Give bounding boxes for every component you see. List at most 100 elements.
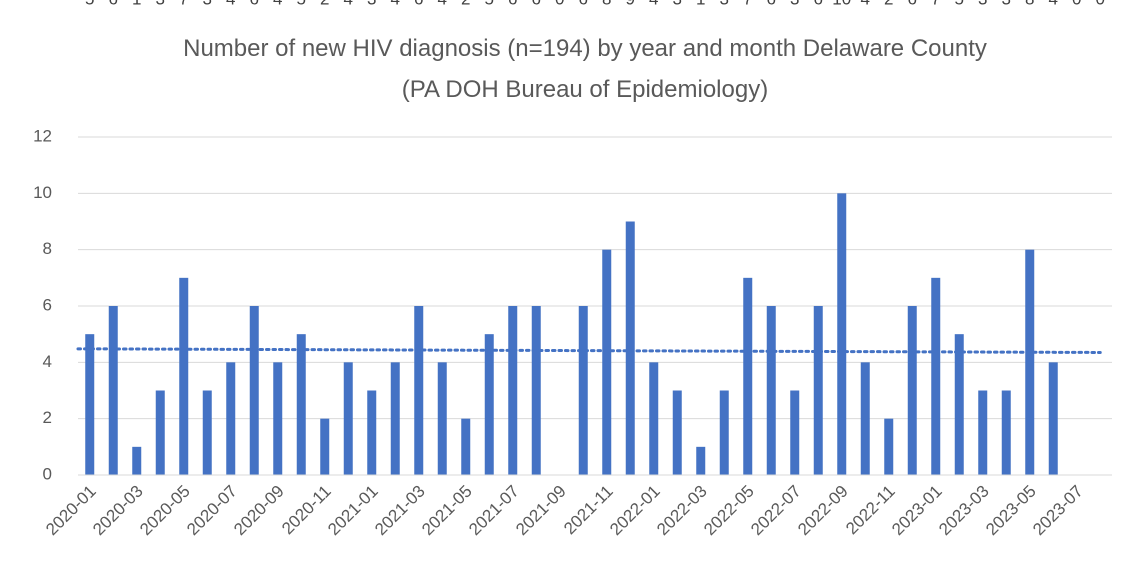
bar — [85, 334, 95, 475]
bar — [837, 193, 847, 476]
bar — [696, 446, 706, 475]
data-label: 6 — [532, 0, 541, 8]
x-tick-label: 2023-01 — [888, 482, 946, 540]
data-label: 3 — [978, 0, 987, 8]
data-label: 2 — [884, 0, 893, 8]
data-label: 6 — [908, 0, 917, 8]
bar — [860, 362, 870, 475]
bar — [813, 306, 823, 475]
y-tick-label: 8 — [43, 239, 52, 258]
data-label: 6 — [579, 0, 588, 8]
bar — [790, 390, 800, 475]
bar — [672, 390, 682, 475]
bar — [202, 390, 212, 475]
data-label: 3 — [1002, 0, 1011, 8]
bar — [320, 418, 330, 475]
chart-title: Number of new HIV diagnosis (n=194) by y… — [183, 35, 987, 103]
data-label: 2 — [320, 0, 329, 8]
data-label: 6 — [109, 0, 118, 8]
data-label: 1 — [696, 0, 705, 8]
bar — [226, 362, 236, 475]
data-label: 2 — [461, 0, 470, 8]
data-label: 4 — [649, 0, 658, 8]
x-tick-label: 2021-09 — [512, 482, 570, 540]
bar — [625, 221, 635, 475]
data-label: 5 — [85, 0, 94, 8]
bar — [531, 306, 541, 475]
bar — [343, 362, 353, 475]
x-tick-label: 2020-07 — [183, 482, 241, 540]
bar — [367, 390, 377, 475]
x-tick-label: 2021-03 — [371, 482, 429, 540]
data-label: 0 — [555, 0, 564, 8]
data-label: 4 — [344, 0, 353, 8]
x-tick-label: 2020-01 — [42, 482, 100, 540]
bar — [155, 390, 165, 475]
bar — [414, 306, 424, 475]
bar — [1048, 362, 1058, 475]
y-tick-label: 4 — [43, 352, 52, 371]
trendline — [76, 347, 1102, 354]
x-tick-label: 2021-05 — [418, 482, 476, 540]
bar — [602, 249, 612, 475]
bar — [108, 306, 118, 475]
x-tick-label: 2020-05 — [136, 482, 194, 540]
data-label: 5 — [297, 0, 306, 8]
x-tick-label: 2022-09 — [794, 482, 852, 540]
bar — [249, 306, 259, 475]
x-tick-label: 2023-05 — [982, 482, 1040, 540]
data-label: 5 — [485, 0, 494, 8]
bar — [578, 306, 588, 475]
bar — [132, 446, 142, 475]
x-tick-label: 2020-03 — [89, 482, 147, 540]
data-label: 8 — [602, 0, 611, 8]
data-label: 4 — [226, 0, 235, 8]
data-label: 5 — [955, 0, 964, 8]
x-tick-label: 2023-07 — [1029, 482, 1087, 540]
x-tick-label: 2022-01 — [606, 482, 664, 540]
data-label: 4 — [1049, 0, 1058, 8]
x-tick-label: 2021-07 — [465, 482, 523, 540]
y-tick-label: 10 — [33, 183, 52, 202]
data-label: 3 — [720, 0, 729, 8]
x-tick-label: 2021-01 — [324, 482, 382, 540]
x-tick-label: 2023-03 — [935, 482, 993, 540]
bar — [743, 277, 753, 475]
data-label: 1 — [132, 0, 141, 8]
data-label: 6 — [414, 0, 423, 8]
data-label: 3 — [367, 0, 376, 8]
x-tick-label: 2020-11 — [278, 482, 335, 539]
bar — [484, 334, 494, 475]
bar — [461, 418, 471, 475]
data-label: 6 — [814, 0, 823, 8]
bar — [179, 277, 189, 475]
data-label: 7 — [931, 0, 940, 8]
bar — [978, 390, 988, 475]
bar — [954, 334, 964, 475]
y-tick-label: 12 — [33, 126, 52, 145]
data-label: 0 — [1096, 0, 1105, 8]
data-label: 6 — [250, 0, 259, 8]
x-tick-label: 2022-11 — [842, 482, 899, 539]
data-label: 8 — [1025, 0, 1034, 8]
data-label: 6 — [508, 0, 517, 8]
bar — [719, 390, 729, 475]
data-label: 3 — [790, 0, 799, 8]
x-tick-label: 2021-11 — [560, 482, 617, 539]
data-label: 3 — [673, 0, 682, 8]
bar — [1025, 249, 1035, 475]
data-label: 4 — [273, 0, 282, 8]
x-tick-label: 2022-03 — [653, 482, 711, 540]
data-label: 7 — [179, 0, 188, 8]
x-tick-label: 2020-09 — [230, 482, 288, 540]
x-tick-label: 2022-07 — [747, 482, 805, 540]
y-tick-label: 0 — [43, 464, 52, 483]
bar — [931, 277, 941, 475]
bar — [884, 418, 894, 475]
data-label: 4 — [438, 0, 447, 8]
bar — [508, 306, 518, 475]
data-label: 3 — [156, 0, 165, 8]
bar — [273, 362, 283, 475]
